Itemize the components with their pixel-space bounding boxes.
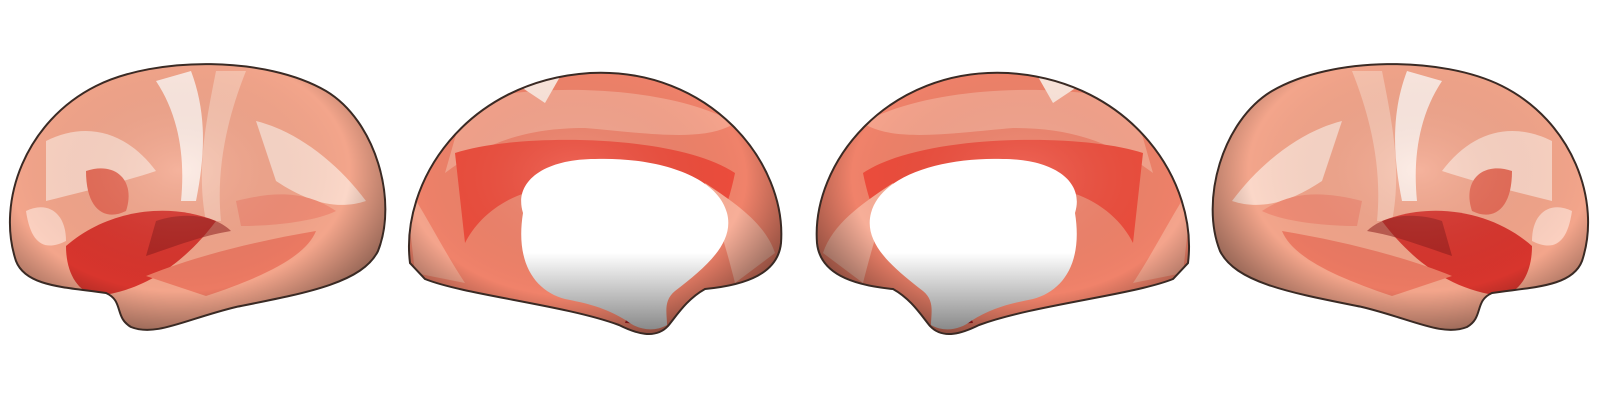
- right-medial-view: [817, 68, 1193, 334]
- left-medial-view: [405, 68, 781, 334]
- right-lateral-view: [1213, 64, 1588, 330]
- left-lateral-view: [10, 64, 385, 330]
